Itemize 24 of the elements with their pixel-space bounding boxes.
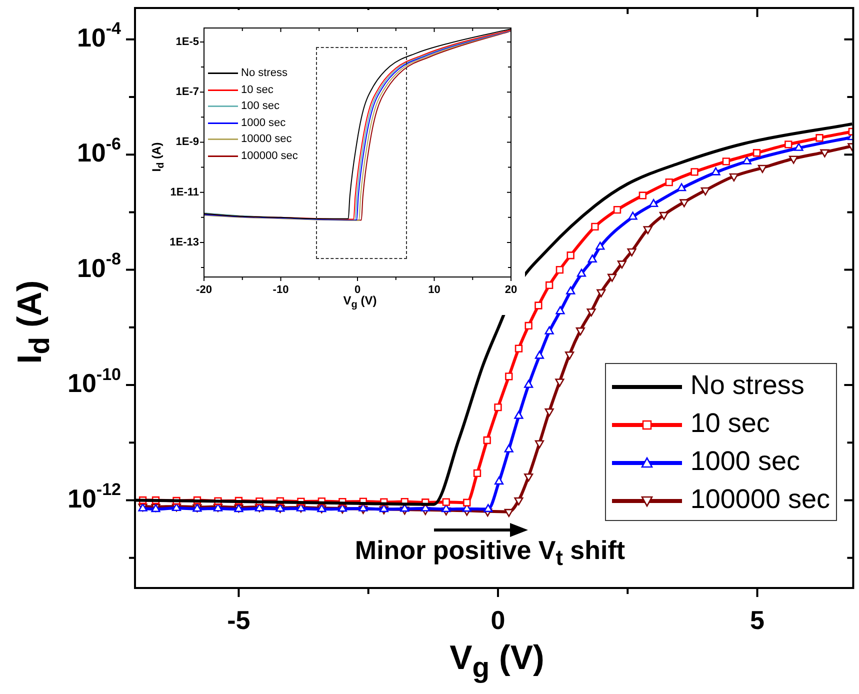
legend-label: No stress [690,370,804,400]
legend-label: 100000 sec [241,150,298,162]
y-tick-label: 1E-7 [176,86,200,98]
legend-label: 100 sec [241,100,280,112]
legend-label: No stress [241,67,288,80]
x-tick-label: 20 [504,284,518,296]
legend-label: 10 sec [241,84,274,96]
legend-label: 10 sec [690,408,770,438]
legend-label: 100000 sec [690,484,830,514]
x-tick-label: 5 [750,605,765,636]
legend-label: 10000 sec [241,133,292,146]
y-tick-label: 1E-11 [170,186,200,198]
legend-label: 1000 sec [690,446,800,476]
x-tick-label: 10 [428,284,440,296]
x-tick-label: -20 [196,284,212,296]
legend-label: 1000 sec [241,116,286,129]
x-tick-label: 0 [490,605,506,636]
y-tick-label: 1E-5 [176,36,200,48]
annotation: Minor positive V$_{t}$ shift [354,534,626,572]
y-tick-label: 1E-13 [170,236,200,249]
x-tick-label: -5 [227,605,250,636]
x-tick-label: -10 [272,284,289,296]
x-axis-title: V$_{g}$ (V) [450,639,544,685]
y-tick-label: 1E-9 [176,136,200,148]
